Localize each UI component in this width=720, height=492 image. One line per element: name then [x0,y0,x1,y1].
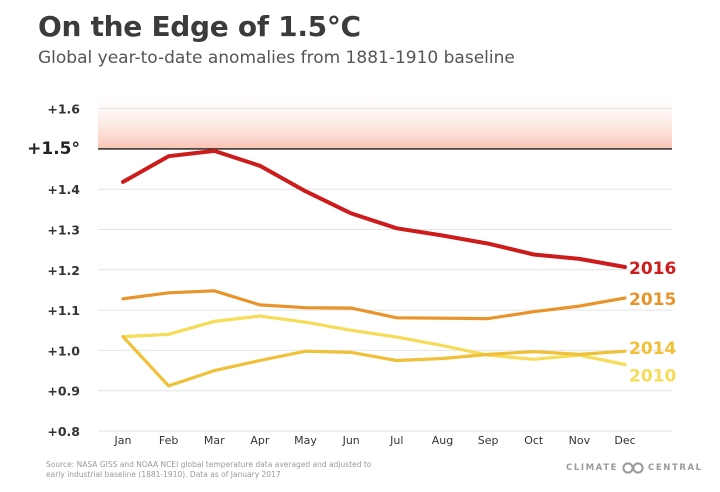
y-tick-label: +0.8 [47,424,80,439]
series-line-2010 [121,314,627,367]
threshold-band [98,88,672,149]
series-label-2014: 2014 [629,339,676,359]
x-tick-label: Feb [159,434,178,447]
x-tick-label: Oct [524,434,544,447]
y-tick-label: +1.5° [27,139,80,159]
x-tick-label: Apr [250,434,270,447]
x-tick-label: Mar [204,434,225,447]
x-tick-label: Dec [614,434,635,447]
series-line-2015 [121,289,627,321]
logo-text-left: CLIMATE [566,463,618,473]
y-tick-label: +0.9 [47,384,80,399]
series-labels: 2016 2015 2014 2010 [629,259,676,387]
y-tick-label: +1.6 [47,102,80,117]
series-line-2016 [121,148,627,269]
gridlines [98,108,672,432]
logo-mark-icon [622,462,644,474]
source-note: Source: NASA GISS and NOAA NCEI global t… [46,460,372,479]
logo-text-right: CENTRAL [648,463,703,473]
series-line-2014 [121,335,627,388]
x-tick-label: Jan [114,434,132,447]
y-tick-label: +1.3 [47,223,80,238]
climate-central-logo: CLIMATE CENTRAL [566,462,703,474]
x-axis: Jan Feb Mar Apr May Jun Jul Aug Sep Oct Nov Dec [114,434,636,447]
x-tick-label: Jul [389,434,403,447]
x-tick-label: Jun [342,434,360,447]
y-tick-label: +1.4 [47,182,80,197]
series-label-2010: 2010 [629,367,676,387]
y-tick-label: +1.1 [47,303,80,318]
y-tick-label: +1.2 [47,263,80,278]
x-tick-label: Nov [569,434,591,447]
y-axis: +0.8 +0.9 +1.0 +1.1 +1.2 +1.3 +1.4 +1.5° +1.6 [27,102,80,439]
x-tick-label: Aug [432,434,453,447]
y-tick-label: +1.0 [47,343,80,358]
series-label-2015: 2015 [629,290,676,310]
chart-subtitle: Global year-to-date anomalies from 1881-… [38,48,515,68]
series-lines [121,148,627,388]
series-label-2016: 2016 [629,259,676,279]
x-tick-label: May [294,434,317,447]
x-tick-label: Sep [478,434,499,447]
chart-title: On the Edge of 1.5°C [38,10,361,43]
